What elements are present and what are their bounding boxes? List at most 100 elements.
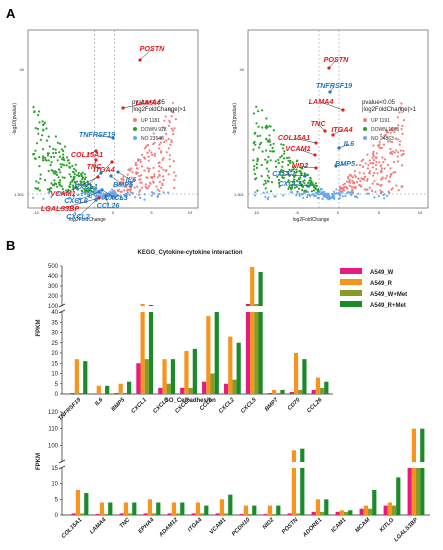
volcano-point	[358, 184, 361, 187]
x-tick-label: -5	[73, 210, 77, 215]
volcano-point	[158, 180, 161, 183]
gene-point	[138, 58, 142, 62]
volcano-point	[126, 173, 129, 176]
bar-CXCL3-A549_R+Met	[170, 359, 176, 394]
volcano-point	[48, 187, 51, 191]
volcano-point	[172, 111, 175, 114]
category-label: CXCL5	[240, 397, 258, 415]
volcano-point	[139, 160, 142, 163]
volcano-point	[377, 195, 380, 198]
volcano-point	[262, 191, 265, 194]
volcano-point	[50, 169, 53, 172]
volcano-point	[397, 138, 400, 141]
volcano-point	[387, 140, 390, 143]
volcano-point	[390, 188, 393, 191]
volcano-point	[312, 193, 315, 196]
volcano-point	[60, 165, 63, 169]
volcano-point	[161, 182, 164, 185]
volcano-point	[395, 127, 398, 130]
y-tick-label: 35	[51, 320, 58, 326]
gene-point	[96, 175, 100, 179]
volcano-point	[271, 150, 274, 153]
volcano-point	[314, 186, 317, 189]
volcano-point	[368, 172, 371, 175]
volcano-point	[50, 195, 53, 199]
volcano-point	[42, 155, 45, 158]
volcano-point	[89, 191, 92, 194]
volcano-point	[170, 110, 173, 113]
bar-CXCL5-A549_R+Met	[258, 312, 263, 394]
volcano-point	[400, 186, 403, 189]
volcano-point	[388, 140, 392, 143]
volcano-point	[400, 154, 403, 157]
volcano-point	[153, 141, 156, 144]
volcano-point	[168, 121, 172, 124]
y-tick-label: 10	[51, 482, 58, 488]
volcano-point	[266, 174, 269, 177]
bar-KITLG-A549_R	[387, 502, 392, 515]
volcano-point	[152, 132, 155, 135]
volcano-point	[303, 172, 306, 175]
volcano-point	[33, 111, 36, 114]
volcano-point	[261, 126, 264, 129]
volcano-point	[68, 173, 71, 176]
volcano-point	[57, 176, 60, 179]
volcano-point	[152, 143, 155, 146]
legend-label: NO 23548	[141, 136, 164, 142]
volcano-point	[268, 134, 271, 137]
bar-CD70-A549_R	[293, 353, 299, 394]
volcano-point	[174, 174, 177, 177]
volcano-point	[115, 194, 118, 197]
volcano-point	[69, 181, 72, 184]
y-tick-label: 500	[48, 264, 59, 270]
bar-CCL26-A549_W	[311, 389, 316, 394]
volcano-point	[147, 170, 150, 173]
volcano-point	[400, 128, 403, 131]
volcano-point	[379, 133, 383, 136]
volcano-point	[73, 175, 76, 178]
bar-CXCL2-A549_W	[223, 383, 229, 394]
volcano-point	[295, 160, 298, 163]
bar-BMP7-A549_R	[272, 389, 277, 394]
volcano-point	[306, 190, 310, 194]
bar-upper-POSTN-A549_R	[291, 450, 296, 462]
volcano-point	[269, 143, 272, 147]
volcano-point	[288, 168, 291, 171]
volcano-point	[82, 191, 85, 194]
volcano-point	[360, 185, 363, 188]
volcano-point	[351, 190, 354, 193]
volcano-point	[377, 145, 380, 148]
legend-label: NO 24863	[371, 136, 394, 142]
bar-MCAM-A549_R	[363, 505, 368, 515]
volcano-point	[158, 143, 161, 146]
volcano-point	[321, 197, 324, 201]
volcano-point	[34, 127, 37, 130]
volcano-point	[50, 155, 53, 159]
axis-break-mark	[58, 465, 66, 470]
volcano-point	[314, 191, 318, 194]
bar-TNFRSF19-A549_R	[74, 359, 79, 394]
volcano-point	[34, 187, 37, 190]
bar-ITGA4-A549_R+Met	[204, 505, 209, 515]
bar-CXCL3-A549_W	[158, 387, 163, 394]
gene-point	[331, 133, 335, 137]
volcano-point	[264, 187, 267, 190]
volcano-point	[141, 153, 144, 156]
volcano-point	[297, 187, 301, 190]
volcano-point	[148, 184, 151, 188]
volcano-point	[32, 196, 35, 199]
volcano-point	[267, 196, 270, 199]
volcano-point	[81, 189, 84, 193]
gene-leader-line	[101, 189, 117, 199]
bar-MCAM-A549_R+Met	[372, 489, 377, 515]
volcano-point	[371, 174, 375, 177]
volcano-point	[337, 197, 340, 200]
volcano-point	[38, 110, 41, 113]
volcano-point	[390, 140, 394, 143]
volcano-point	[102, 194, 105, 197]
volcano-point	[316, 196, 319, 200]
volcano-point	[275, 165, 278, 168]
volcano-point	[371, 166, 374, 169]
volcano-point	[385, 131, 389, 134]
y-tick-label: 30	[51, 331, 58, 337]
